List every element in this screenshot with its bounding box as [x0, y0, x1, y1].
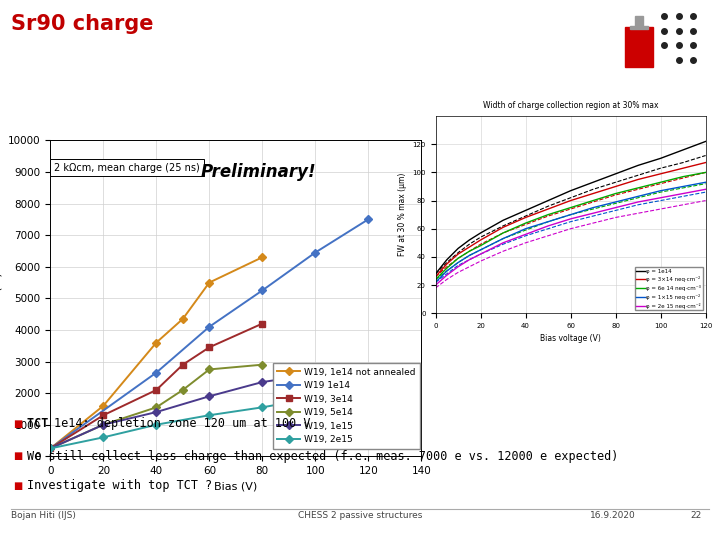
W19, 1e14 not annealed: [205, 279, 214, 286]
W19, 5e14: [99, 421, 108, 428]
Line: W19, 3e14: W19, 3e14: [48, 321, 265, 451]
W19, 3e14: [258, 320, 266, 327]
Y-axis label: FW at 30 % max (μm): FW at 30 % max (μm): [398, 173, 407, 256]
W19 1e14: [258, 287, 266, 294]
W19, 1e15: [46, 445, 55, 451]
X-axis label: Bias voltage (V): Bias voltage (V): [540, 334, 601, 343]
W19, 1e14 not annealed: [179, 316, 187, 322]
Line: W19 1e14: W19 1e14: [48, 217, 371, 451]
W19, 3e14: [179, 361, 187, 368]
W19, 5e14: [258, 361, 266, 368]
Text: 1e14: depletion zone 120 um at 100 V: 1e14: depletion zone 120 um at 100 V: [54, 417, 310, 430]
Line: W19, 1e14 not annealed: W19, 1e14 not annealed: [48, 254, 265, 451]
Legend: φ = 1e14, φ = 3×14 neq·cm⁻², φ = 6e 14 neq·cm⁻³, φ = 1×15 neq·cm⁻², φ = 2e 15 ne: φ = 1e14, φ = 3×14 neq·cm⁻², φ = 6e 14 n…: [634, 267, 703, 310]
Text: 22: 22: [690, 511, 702, 520]
W19, 3e14: [99, 412, 108, 418]
Text: We still collect less charge than expected (f.e. meas. 7000 e vs. 12000 e expect: We still collect less charge than expect…: [27, 450, 618, 463]
W19 1e14: [311, 249, 320, 256]
Title: Width of charge collection region at 30% max: Width of charge collection region at 30%…: [483, 101, 658, 110]
Text: 16.9.2020: 16.9.2020: [590, 511, 636, 520]
W19, 2e15: [99, 434, 108, 441]
W19, 2e15: [258, 404, 266, 410]
Text: ■: ■: [13, 481, 22, 491]
W19, 5e14: [179, 387, 187, 393]
W19, 5e14: [205, 366, 214, 373]
W19, 2e15: [311, 395, 320, 401]
W19, 3e14: [152, 387, 161, 393]
Line: W19, 5e14: W19, 5e14: [48, 362, 265, 451]
W19, 1e14 not annealed: [258, 254, 266, 260]
W19, 3e14: [46, 445, 55, 451]
W19 1e14: [205, 323, 214, 330]
W19, 2e15: [46, 445, 55, 451]
Y-axis label: Mean (el): Mean (el): [0, 272, 2, 325]
Text: Sr90 charge: Sr90 charge: [11, 14, 153, 33]
Text: ■: ■: [13, 451, 22, 461]
W19 1e14: [364, 216, 372, 222]
Line: W19, 2e15: W19, 2e15: [48, 395, 318, 451]
W19, 1e15: [99, 421, 108, 428]
Text: 2 kΩcm, mean charge (25 ns): 2 kΩcm, mean charge (25 ns): [54, 163, 200, 172]
W19, 1e14 not annealed: [99, 402, 108, 409]
W19, 1e15: [152, 409, 161, 415]
W19, 5e14: [152, 404, 161, 410]
W19, 1e15: [258, 379, 266, 386]
W19, 2e15: [152, 421, 161, 428]
W19, 2e15: [205, 412, 214, 418]
Bar: [635, 16, 643, 27]
Bar: [625, 27, 652, 68]
Legend: W19, 1e14 not annealed, W19 1e14, W19, 3e14, W19, 5e14, W19, 1e15, W19, 2e15: W19, 1e14 not annealed, W19 1e14, W19, 3…: [273, 363, 420, 449]
Text: Preliminary!: Preliminary!: [200, 163, 316, 180]
W19, 3e14: [205, 344, 214, 350]
Text: CHESS 2 passive structures: CHESS 2 passive structures: [298, 511, 422, 520]
W19, 5e14: [46, 445, 55, 451]
Text: Investigate with top TCT ?: Investigate with top TCT ?: [27, 480, 212, 492]
W19, 1e14 not annealed: [46, 445, 55, 451]
X-axis label: Bias (V): Bias (V): [214, 482, 258, 491]
W19, 1e15: [311, 371, 320, 377]
W19, 1e14 not annealed: [152, 339, 161, 346]
Text: ■: ■: [13, 419, 22, 429]
Line: W19, 1e15: W19, 1e15: [48, 372, 318, 451]
Bar: [630, 26, 648, 29]
W19, 1e15: [205, 393, 214, 400]
W19 1e14: [152, 369, 161, 376]
Text: Bojan Hiti (IJS): Bojan Hiti (IJS): [11, 511, 76, 520]
Text: TCT: TCT: [27, 417, 56, 430]
W19 1e14: [46, 445, 55, 451]
